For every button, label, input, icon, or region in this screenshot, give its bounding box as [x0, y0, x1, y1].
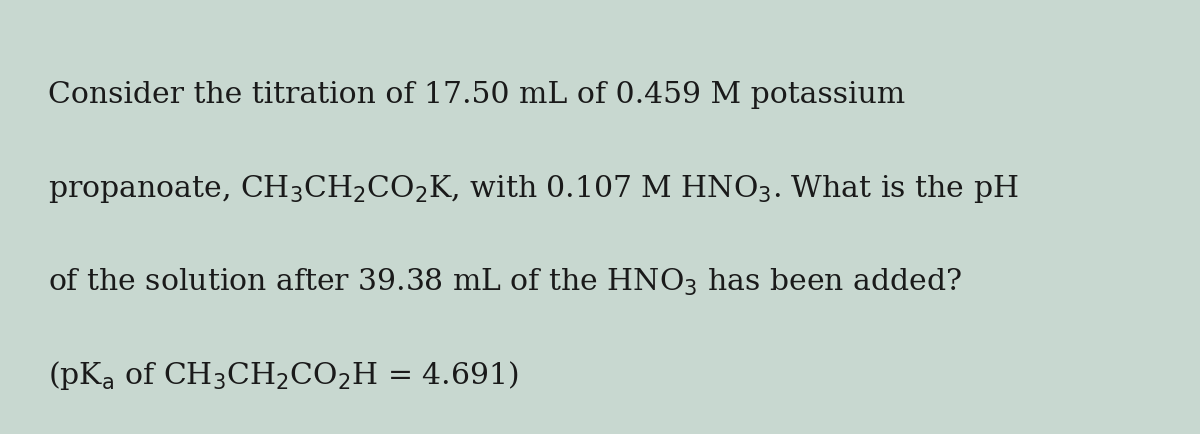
Text: propanoate, CH$_3$CH$_2$CO$_2$K, with 0.107 M HNO$_3$. What is the pH: propanoate, CH$_3$CH$_2$CO$_2$K, with 0.…	[48, 173, 1019, 205]
Text: (pK$_\mathrm{a}$ of CH$_3$CH$_2$CO$_2$H = 4.691): (pK$_\mathrm{a}$ of CH$_3$CH$_2$CO$_2$H …	[48, 359, 518, 392]
Text: Consider the titration of 17.50 mL of 0.459 M potassium: Consider the titration of 17.50 mL of 0.…	[48, 82, 905, 109]
Text: of the solution after 39.38 mL of the HNO$_3$ has been added?: of the solution after 39.38 mL of the HN…	[48, 266, 962, 298]
